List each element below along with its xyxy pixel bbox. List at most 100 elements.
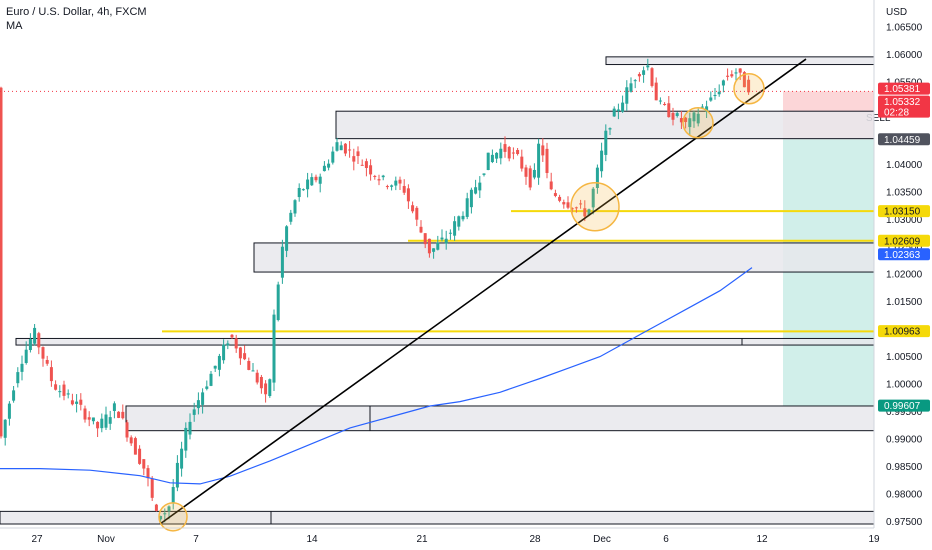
- price-tick-label: 1.03500: [886, 187, 923, 198]
- time-tick-label: 19: [868, 534, 880, 545]
- candle-body: [16, 372, 20, 384]
- time-tick-label: 27: [31, 534, 43, 545]
- time-tick-label: 7: [193, 534, 199, 545]
- candle-body: [146, 468, 150, 479]
- candle-body: [369, 165, 373, 175]
- price-tick-label: 0.98000: [886, 489, 923, 500]
- candle-body: [570, 208, 574, 210]
- candle-body: [272, 314, 276, 383]
- candle-body: [692, 112, 696, 122]
- candle-body: [133, 438, 137, 455]
- candle-body: [352, 156, 356, 162]
- price-tag-label: 1.02363: [884, 250, 921, 261]
- candle-body: [289, 212, 293, 222]
- candle-body: [33, 327, 37, 344]
- candle-body: [604, 130, 608, 155]
- candle-body: [175, 462, 179, 488]
- candle-body: [448, 232, 452, 234]
- time-tick-label: 28: [529, 534, 541, 545]
- candle-body: [243, 353, 247, 360]
- indicator-label[interactable]: MA: [6, 20, 23, 32]
- price-tick-label: 0.99500: [886, 407, 923, 418]
- candle-body: [348, 149, 352, 151]
- candle-body: [394, 180, 398, 186]
- candle-body: [318, 176, 322, 184]
- price-tag: [878, 234, 930, 247]
- candle-body: [587, 209, 591, 216]
- candle-body: [528, 168, 532, 188]
- candle-body: [566, 202, 570, 208]
- candle-body: [335, 142, 339, 151]
- highlight-circle: [682, 106, 714, 139]
- candle-body: [679, 118, 683, 123]
- candle-body: [457, 216, 461, 227]
- price-tag: [878, 133, 930, 146]
- price-tick-label: 1.02500: [886, 242, 923, 253]
- candle-body: [322, 165, 326, 172]
- countdown-label: 02:28: [884, 108, 909, 119]
- candle-body: [730, 74, 734, 77]
- candle-body: [734, 72, 738, 74]
- moving-average-line: [0, 267, 753, 485]
- candle-body: [310, 177, 314, 186]
- candle-body: [264, 383, 268, 395]
- price-tick-label: 1.00500: [886, 352, 923, 363]
- candle-body: [621, 102, 625, 112]
- candle-body: [297, 187, 301, 198]
- candle-body: [499, 148, 503, 159]
- candle-body: [142, 459, 146, 469]
- candle-body: [591, 188, 595, 208]
- candle-body: [121, 411, 125, 419]
- price-tag: [878, 399, 930, 412]
- sr-zone: [125, 405, 875, 432]
- candle-body: [285, 226, 289, 251]
- candle-body: [541, 145, 545, 156]
- candle-body: [12, 390, 16, 401]
- price-axis-unit: USD: [886, 7, 907, 18]
- candle-body: [600, 150, 604, 172]
- candle-body: [411, 205, 415, 212]
- candle-body: [583, 208, 587, 217]
- candle-body: [28, 339, 32, 351]
- candle-body: [507, 147, 511, 159]
- candle-body: [159, 515, 163, 520]
- candle-body: [259, 376, 263, 389]
- candle-body: [717, 91, 721, 95]
- candle-body: [469, 189, 473, 208]
- price-tag-label: 1.05332: [884, 97, 921, 108]
- candle-body: [154, 504, 158, 511]
- candle-body: [112, 403, 116, 411]
- price-tick-label: 0.97500: [886, 517, 923, 528]
- candle-body: [70, 400, 74, 405]
- candle-body: [37, 333, 41, 348]
- candle-body: [276, 284, 280, 321]
- candle-body: [398, 179, 402, 184]
- candle-body: [675, 113, 679, 116]
- candle-body: [108, 417, 112, 424]
- price-tag: [878, 95, 930, 118]
- price-tag: [878, 205, 930, 218]
- candle-body: [684, 117, 688, 123]
- candle-body: [213, 365, 217, 369]
- sr-zone: [15, 337, 875, 346]
- price-tag-label: 0.99607: [884, 401, 921, 412]
- candle-body: [520, 156, 524, 169]
- candle-body: [7, 403, 11, 419]
- candle-body: [432, 248, 436, 252]
- candle-body: [444, 238, 448, 244]
- candle-body: [700, 106, 704, 108]
- candle-body: [516, 150, 520, 154]
- candle-body: [608, 128, 612, 130]
- candle-body: [726, 75, 730, 77]
- time-tick-label: Dec: [593, 534, 611, 545]
- candle-body: [24, 349, 28, 363]
- candle-body: [532, 169, 536, 178]
- price-tag-label: 1.05381: [884, 84, 921, 95]
- candle-body: [511, 152, 515, 154]
- candle-body: [306, 179, 310, 190]
- candle-body: [104, 414, 108, 428]
- candle-body: [41, 347, 45, 359]
- time-tick-label: 12: [756, 534, 768, 545]
- candle-body: [579, 203, 583, 205]
